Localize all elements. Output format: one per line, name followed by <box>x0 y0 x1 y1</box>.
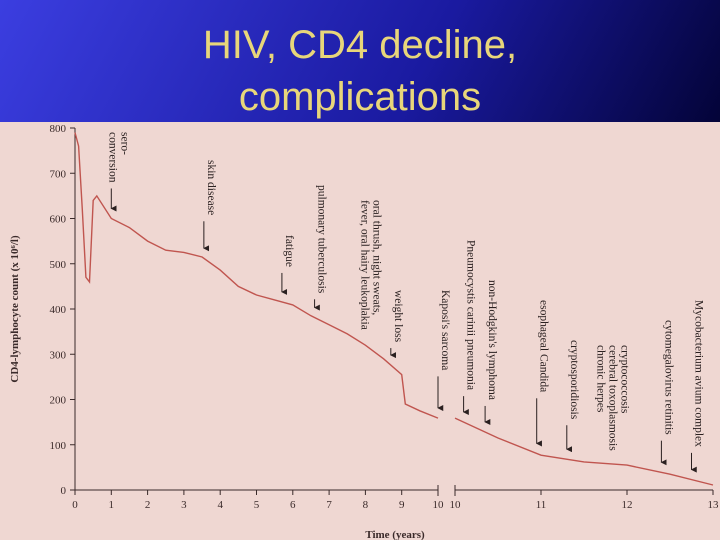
x-tick-label: 10 <box>450 499 462 511</box>
x-tick-label: 8 <box>363 499 369 511</box>
x-tick-label: 1 <box>109 499 115 511</box>
x-tick-label: 12 <box>622 499 633 511</box>
x-axis-label: Time (years) <box>365 529 425 540</box>
y-axis-label: CD4-lymphocyte count (x 10⁶/l) <box>9 235 21 383</box>
y-tick-label: 300 <box>50 349 67 361</box>
x-tick-label: 3 <box>181 499 187 511</box>
x-tick-label: 4 <box>217 499 223 511</box>
annotation: cryptosporidiosis <box>568 340 580 420</box>
annotation: conversion <box>106 132 118 183</box>
x-tick-label: 7 <box>326 499 332 511</box>
x-tick-label: 6 <box>290 499 296 511</box>
annotation: sero- <box>118 132 130 155</box>
annotation: cytomegalovirus retinitis <box>662 320 674 435</box>
y-tick-label: 500 <box>50 259 67 271</box>
x-tick-label: 10 <box>433 499 445 511</box>
annotation: non-Hodgkin's lymphoma <box>486 280 498 400</box>
x-tick-label: 0 <box>72 499 78 511</box>
y-tick-label: 600 <box>50 214 67 226</box>
y-tick-label: 800 <box>50 123 67 135</box>
annotation: fever, oral hairy leukoplakia <box>359 200 371 330</box>
annotation: Mycobacterium avium complex <box>693 300 705 447</box>
slide-title: complications <box>239 75 481 119</box>
y-tick-label: 0 <box>61 485 67 497</box>
x-tick-label: 9 <box>399 499 405 511</box>
x-tick-label: 11 <box>536 499 547 511</box>
slide-title: HIV, CD4 decline, <box>203 23 517 67</box>
y-tick-label: 400 <box>50 304 67 316</box>
annotation: Kaposi's sarcoma <box>439 290 451 370</box>
y-tick-label: 200 <box>50 395 67 407</box>
x-tick-label: 5 <box>254 499 260 511</box>
cd4-line <box>454 417 714 486</box>
annotation: fatigue <box>283 235 295 267</box>
annotation: cerebral toxoplasmosis <box>607 345 619 451</box>
x-tick-label: 13 <box>708 499 720 511</box>
chart-panel <box>0 122 720 540</box>
annotation: weight loss <box>392 290 404 343</box>
annotation: Pneumocystis carinii pneumonia <box>465 240 477 390</box>
annotation: chronic herpes <box>595 345 607 413</box>
x-tick-label: 2 <box>145 499 151 511</box>
annotation: esophageal Candida <box>538 300 550 392</box>
annotation: skin disease <box>205 160 217 215</box>
y-tick-label: 700 <box>50 168 67 180</box>
annotation: oral thrush, night sweats, <box>371 200 383 315</box>
cd4-line <box>74 132 439 419</box>
y-tick-label: 100 <box>50 440 67 452</box>
annotation: pulmonary tuberculosis <box>316 185 328 294</box>
annotation: cryptococcosis <box>619 345 631 414</box>
